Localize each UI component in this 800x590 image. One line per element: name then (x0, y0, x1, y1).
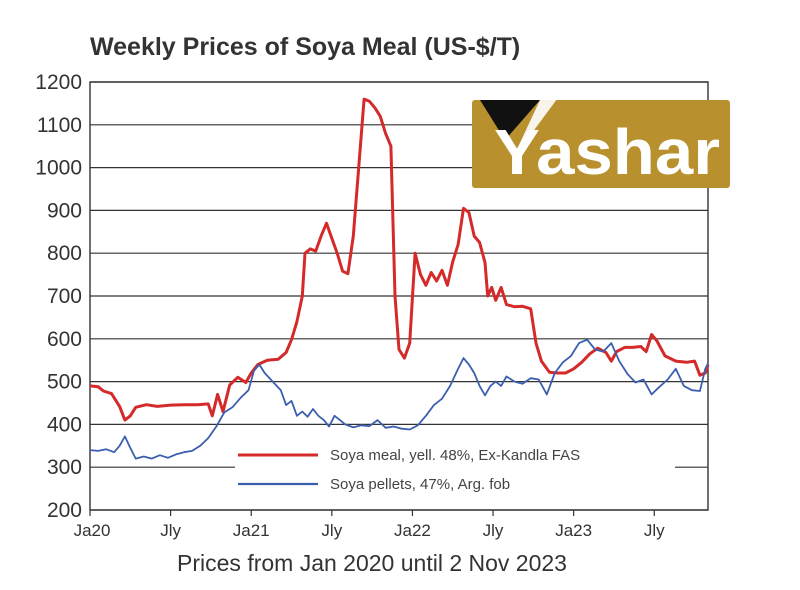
plot-frame (89, 81, 709, 511)
yashar-logo: Yashar (472, 95, 730, 188)
y-tick-label: 800 (47, 242, 82, 265)
series-line-soya-pellets (89, 338, 709, 460)
x-tick-label: Ja23 (555, 521, 592, 540)
y-tick-label: 1200 (35, 71, 82, 94)
x-tick-label: Ja20 (74, 521, 111, 540)
yashar-logo-icon (480, 100, 540, 140)
series-line-soya-meal (89, 97, 710, 422)
y-tick-label: 900 (47, 199, 82, 222)
y-tick-label: 700 (47, 285, 82, 308)
legend: Soya meal, yell. 48%, Ex-Kandla FAS Soya… (235, 438, 675, 498)
logo-text: Yashar (494, 116, 720, 188)
y-tick-label: 400 (47, 413, 82, 436)
x-axis-ticks: Ja20 Jly Ja21 Jly Ja22 Jly Ja23 Jly (74, 510, 665, 540)
chart-title: Weekly Prices of Soya Meal (US-$/T) (90, 33, 520, 61)
y-tick-label: 1000 (35, 157, 82, 180)
y-tick-label: 1100 (37, 114, 82, 137)
y-tick-label: 600 (47, 328, 82, 351)
y-tick-label: 500 (47, 371, 82, 394)
x-tick-label: Jly (160, 521, 181, 540)
y-tick-label: 200 (47, 499, 82, 522)
x-tick-label: Ja21 (233, 521, 270, 540)
legend-background (235, 438, 675, 498)
legend-label-soya-pellets: Soya pellets, 47%, Arg. fob (330, 476, 510, 493)
x-axis-label: Prices from Jan 2020 until 2 Nov 2023 (177, 550, 567, 576)
logo-accent-icon (512, 95, 560, 160)
y-axis-ticks: 200 300 400 500 600 700 800 900 1000 1100 1200 (35, 71, 82, 522)
x-tick-label: Ja22 (394, 521, 431, 540)
y-tick-label: 300 (47, 456, 82, 479)
x-tick-label: Jly (483, 521, 504, 540)
x-tick-label: Jly (321, 521, 342, 540)
legend-label-soya-meal: Soya meal, yell. 48%, Ex-Kandla FAS (330, 447, 580, 464)
series-lines (89, 97, 710, 460)
x-tick-label: Jly (644, 521, 665, 540)
